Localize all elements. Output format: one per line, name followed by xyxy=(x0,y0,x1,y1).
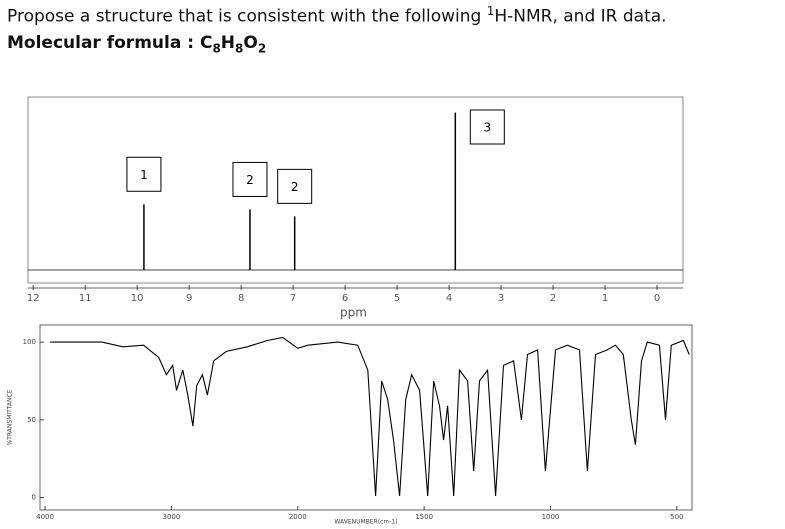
peak-label: 3 xyxy=(483,121,491,135)
x-tick-label: 1500 xyxy=(415,513,433,521)
x-tick-label: 0 xyxy=(654,293,660,304)
element: H xyxy=(220,33,236,53)
x-tick-label: 10 xyxy=(131,293,144,304)
x-tick-label: 500 xyxy=(670,513,683,521)
spectrum-line xyxy=(50,336,690,497)
x-axis-label: ppm xyxy=(340,306,367,320)
x-tick-label: 9 xyxy=(186,293,192,304)
x-tick-label: 11 xyxy=(79,293,92,304)
formula: Molecular formula : C8H8O2 xyxy=(7,33,266,55)
x-tick-label: 1000 xyxy=(542,513,560,521)
y-tick-label: 50 xyxy=(27,416,36,424)
x-tick-label: 2 xyxy=(550,293,556,304)
y-axis-label: %TRANSMITTANCE xyxy=(7,389,14,445)
x-tick-label: 2000 xyxy=(289,513,307,521)
plot-frame xyxy=(27,96,684,284)
peak-label: 1 xyxy=(140,168,148,182)
formula-label: Molecular formula : xyxy=(7,33,200,53)
y-tick-label: 100 xyxy=(23,338,36,346)
peak-label: 2 xyxy=(291,180,299,194)
plot-frame xyxy=(39,324,693,511)
x-tick-label: 3000 xyxy=(162,513,180,521)
label-box xyxy=(469,109,505,145)
peak-label: 2 xyxy=(246,173,254,187)
x-tick-label: 1 xyxy=(602,293,608,304)
x-tick-label: 8 xyxy=(238,293,244,304)
label-box xyxy=(277,168,313,204)
x-tick-label: 4000 xyxy=(36,513,54,521)
count: 8 xyxy=(235,41,244,56)
count: 2 xyxy=(257,41,267,56)
question-text: H-NMR, and IR data. xyxy=(494,6,667,27)
x-tick-label: 5 xyxy=(394,293,400,304)
x-axis-label: WAVENUMBER(cm-1) xyxy=(334,519,397,526)
x-tick-label: 6 xyxy=(342,293,348,304)
x-tick-label: 3 xyxy=(498,293,504,304)
label-box xyxy=(126,156,162,192)
question-text: Propose a structure that is consistent w… xyxy=(7,6,487,27)
element: O xyxy=(243,33,258,53)
superscript: 1 xyxy=(486,4,495,18)
x-tick-label: 7 xyxy=(290,293,296,304)
y-tick-label: 0 xyxy=(32,494,36,502)
x-tick-label: 4 xyxy=(446,293,452,304)
count: 8 xyxy=(212,41,221,56)
label-box xyxy=(232,161,268,197)
question: Propose a structure that is consistent w… xyxy=(7,4,667,27)
x-tick-label: 12 xyxy=(27,293,40,304)
element: C xyxy=(199,33,213,53)
